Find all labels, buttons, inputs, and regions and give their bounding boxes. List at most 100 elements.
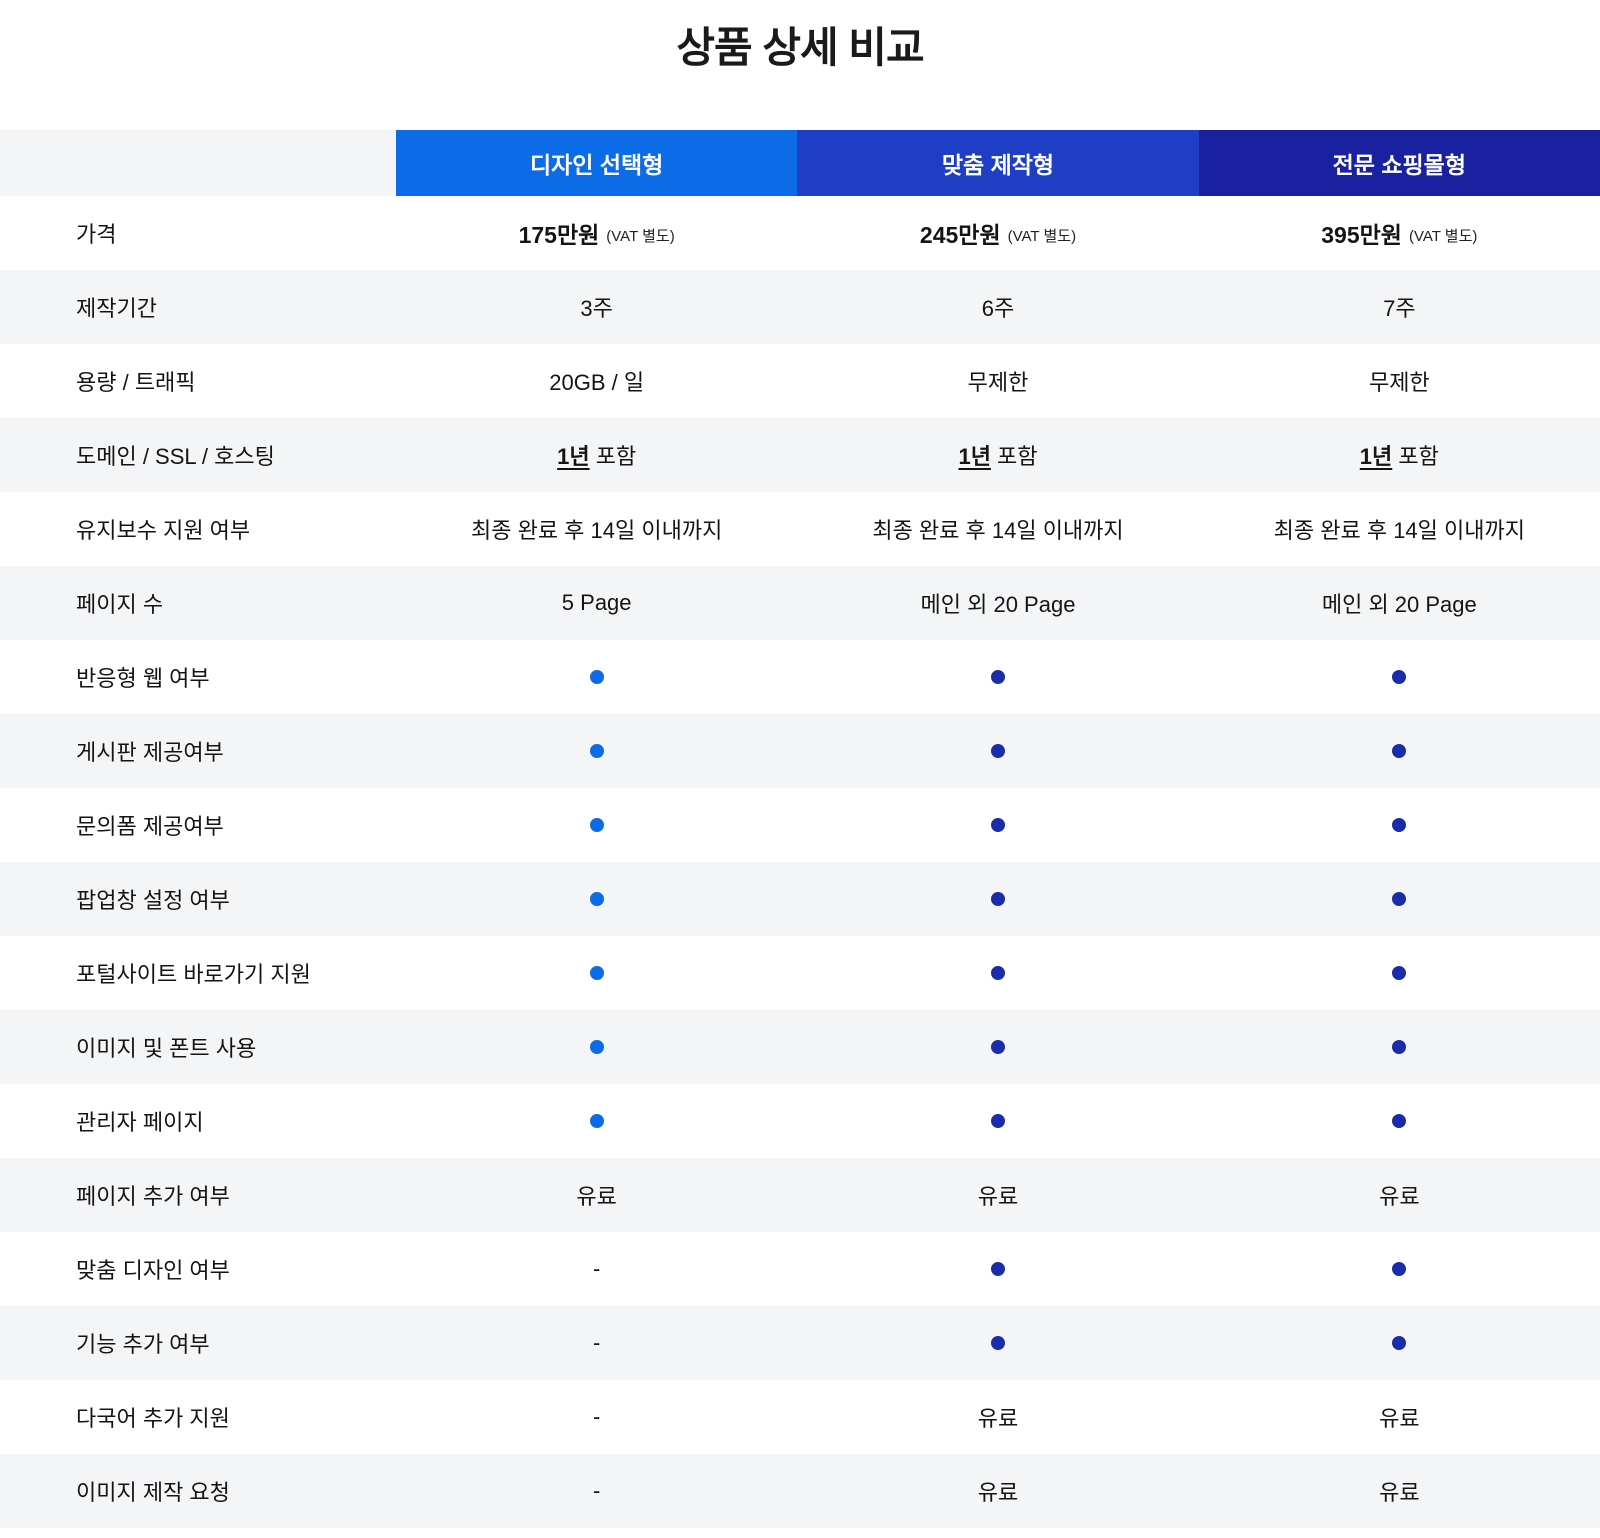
text-cell: 최종 완료 후 14일 이내까지 xyxy=(872,518,1124,543)
underlined-text: 1년 xyxy=(557,444,590,469)
circle-icon xyxy=(589,892,604,906)
table-row: 팝업창 설정 여부 xyxy=(0,862,1600,936)
table-row: 제작기간 3주 6주 7주 xyxy=(0,270,1600,344)
row-label: 페이지 수 xyxy=(76,592,164,617)
price-cell: 175만원 (VAT 별도) xyxy=(396,196,797,270)
circle-icon xyxy=(990,1336,1005,1350)
table-row: 반응형 웹 여부 xyxy=(0,640,1600,714)
included-cell xyxy=(396,640,797,714)
not-included-cell: - xyxy=(593,1478,601,1503)
domain-cell: 1년 포함 xyxy=(797,418,1198,492)
price-cell: 245만원 (VAT 별도) xyxy=(797,196,1198,270)
circle-icon xyxy=(589,1114,604,1128)
column-header-design-select: 디자인 선택형 xyxy=(396,130,798,196)
row-label: 도메인 / SSL / 호스팅 xyxy=(76,444,275,469)
row-label: 관리자 페이지 xyxy=(76,1110,204,1135)
table-row: 게시판 제공여부 xyxy=(0,714,1600,788)
cell-text: 포함 xyxy=(589,444,637,469)
table-row: 페이지 수 5 Page 메인 외 20 Page 메인 외 20 Page xyxy=(0,566,1600,640)
circle-icon xyxy=(589,744,604,758)
row-label: 이미지 제작 요청 xyxy=(76,1480,230,1505)
text-cell: 유료 xyxy=(977,1184,1019,1209)
text-cell: 유료 xyxy=(1379,1480,1420,1505)
text-cell: 7주 xyxy=(1383,296,1416,321)
circle-icon xyxy=(990,670,1005,684)
price-cell: 395만원 (VAT 별도) xyxy=(1199,196,1600,270)
not-included-cell: - xyxy=(593,1330,601,1355)
text-cell: 무제한 xyxy=(1368,370,1430,395)
row-label: 페이지 추가 여부 xyxy=(76,1184,230,1209)
vat-note: (VAT 별도) xyxy=(1007,227,1077,245)
table-row: 페이지 추가 여부 유료 유료 유료 xyxy=(0,1158,1600,1232)
comparison-table: 디자인 선택형 맞춤 제작형 전문 쇼핑몰형 가격 175만원 (VAT 별도) 24… xyxy=(0,130,1600,1528)
table-row: 이미지 및 폰트 사용 xyxy=(0,1010,1600,1084)
vat-note: (VAT 별도) xyxy=(1408,227,1478,245)
column-header-custom-build: 맞춤 제작형 xyxy=(797,130,1199,196)
included-cell xyxy=(797,1232,1198,1306)
row-label: 제작기간 xyxy=(76,296,157,321)
circle-icon xyxy=(1392,966,1407,980)
text-cell: 유료 xyxy=(1379,1184,1420,1209)
included-cell xyxy=(797,1306,1198,1380)
row-label: 기능 추가 여부 xyxy=(76,1332,210,1357)
text-cell: 5 Page xyxy=(561,590,632,615)
table-row: 가격 175만원 (VAT 별도) 245만원 (VAT 별도) 395만원 (VAT 별도… xyxy=(0,196,1600,270)
included-cell xyxy=(1199,1306,1600,1380)
included-cell xyxy=(1199,1232,1600,1306)
circle-icon xyxy=(990,1040,1005,1054)
domain-cell: 1년 포함 xyxy=(1199,418,1600,492)
included-cell xyxy=(1199,640,1600,714)
row-label: 이미지 및 폰트 사용 xyxy=(76,1036,257,1061)
circle-icon xyxy=(589,966,604,980)
included-cell xyxy=(1199,1084,1600,1158)
included-cell xyxy=(797,640,1198,714)
text-cell: 최종 완료 후 14일 이내까지 xyxy=(1273,518,1525,543)
circle-icon xyxy=(1392,1114,1407,1128)
circle-icon xyxy=(1392,1262,1407,1276)
table-row: 이미지 제작 요청 - 유료 유료 xyxy=(0,1454,1600,1528)
text-cell: 유료 xyxy=(977,1406,1019,1431)
table-row: 용량 / 트래픽 20GB / 일 무제한 무제한 xyxy=(0,344,1600,418)
included-cell xyxy=(797,714,1198,788)
row-label: 게시판 제공여부 xyxy=(76,740,224,765)
included-cell xyxy=(396,862,797,936)
included-cell xyxy=(1199,1010,1600,1084)
text-cell: 메인 외 20 Page xyxy=(1321,592,1477,617)
cell-text: 포함 xyxy=(1392,444,1439,469)
not-included-cell: - xyxy=(593,1256,601,1281)
row-label: 용량 / 트래픽 xyxy=(76,370,196,395)
included-cell xyxy=(797,788,1198,862)
row-label: 맞춤 디자인 여부 xyxy=(76,1258,230,1283)
included-cell xyxy=(1199,862,1600,936)
column-header-shopping-mall: 전문 쇼핑몰형 xyxy=(1198,130,1600,196)
included-cell xyxy=(396,714,797,788)
vat-note: (VAT 별도) xyxy=(606,227,675,245)
page-title: 상품 상세 비교 xyxy=(676,24,924,71)
circle-icon xyxy=(990,892,1005,906)
cell-text: 포함 xyxy=(990,444,1038,469)
included-cell xyxy=(797,1084,1198,1158)
row-label: 문의폼 제공여부 xyxy=(76,814,224,839)
circle-icon xyxy=(990,966,1005,980)
table-row: 도메인 / SSL / 호스팅 1년 포함 1년 포함 1년 포함 xyxy=(0,418,1600,492)
price-value: 395만원 xyxy=(1321,222,1402,248)
circle-icon xyxy=(990,1114,1005,1128)
included-cell xyxy=(1199,936,1600,1010)
price-value: 175만원 xyxy=(518,222,600,248)
row-label: 팝업창 설정 여부 xyxy=(76,888,230,913)
not-included-cell: - xyxy=(593,1404,601,1429)
row-label: 가격 xyxy=(76,222,117,247)
text-cell: 무제한 xyxy=(967,370,1029,395)
text-cell: 3주 xyxy=(580,296,613,321)
text-cell: 최종 완료 후 14일 이내까지 xyxy=(471,518,723,543)
header-corner-cell xyxy=(0,130,396,196)
circle-icon xyxy=(589,670,604,684)
circle-icon xyxy=(1392,1336,1407,1350)
included-cell xyxy=(396,936,797,1010)
included-cell xyxy=(396,788,797,862)
text-cell: 메인 외 20 Page xyxy=(920,592,1076,617)
included-cell xyxy=(396,1010,797,1084)
table-row: 맞춤 디자인 여부 - xyxy=(0,1232,1600,1306)
table-row: 유지보수 지원 여부 최종 완료 후 14일 이내까지 최종 완료 후 14일 이내… xyxy=(0,492,1600,566)
circle-icon xyxy=(1392,744,1407,758)
